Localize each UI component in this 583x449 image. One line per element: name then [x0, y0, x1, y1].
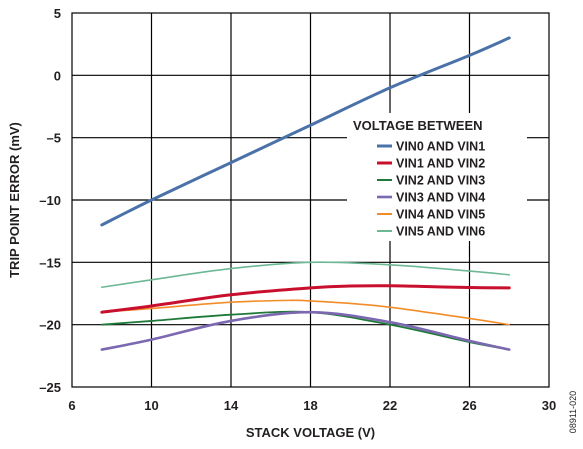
series-line-vin1-and-vin2 — [100, 284, 511, 314]
y-tick-label: –5 — [47, 131, 61, 146]
figure-id-label: 08911-020 — [568, 391, 578, 433]
x-tick-label: 10 — [144, 398, 158, 413]
legend-box — [347, 113, 527, 241]
y-tick-label: 0 — [54, 68, 61, 83]
x-tick-label: 22 — [383, 398, 397, 413]
y-tick-label: 5 — [54, 6, 61, 21]
series-lines — [100, 36, 511, 351]
x-tick-label: 26 — [462, 398, 476, 413]
x-axis-title: STACK VOLTAGE (V) — [246, 425, 375, 440]
legend-background — [347, 113, 527, 241]
x-tick-label: 18 — [303, 398, 317, 413]
y-tick-label: –15 — [39, 255, 61, 270]
series-line-vin5-and-vin6 — [101, 261, 511, 289]
series-line-vin4-and-vin5 — [101, 299, 511, 326]
legend-entry: VIN1 AND VIN2 — [396, 157, 485, 171]
legend: VOLTAGE BETWEEN VIN0 AND VIN1 VIN1 AND VIN… — [353, 118, 485, 239]
y-tick-label: –25 — [39, 380, 61, 395]
series-line-vin3-and-vin4 — [100, 310, 511, 351]
y-tick-label: –10 — [39, 193, 61, 208]
x-tick-label: 14 — [224, 398, 239, 413]
y-tick-label: –20 — [39, 318, 61, 333]
x-tick-label: 30 — [542, 398, 556, 413]
series-line-vin0-and-vin1 — [100, 36, 511, 227]
x-tick-label: 6 — [68, 398, 75, 413]
legend-title: VOLTAGE BETWEEN — [353, 118, 483, 133]
legend-entry: VIN2 AND VIN3 — [396, 174, 485, 188]
legend-entry: VIN3 AND VIN4 — [396, 191, 485, 205]
y-axis-title: TRIP POINT ERROR (mV) — [7, 122, 22, 278]
legend-entry: VIN4 AND VIN5 — [396, 208, 485, 222]
legend-entry: VIN0 AND VIN1 — [396, 140, 485, 154]
y-tick-labels: 5 0 –5 –10 –15 –20 –25 — [39, 6, 61, 395]
legend-entry: VIN5 AND VIN6 — [396, 225, 485, 239]
plot-border — [71, 12, 550, 388]
x-tick-labels: 6 10 14 18 22 26 30 — [68, 398, 556, 413]
